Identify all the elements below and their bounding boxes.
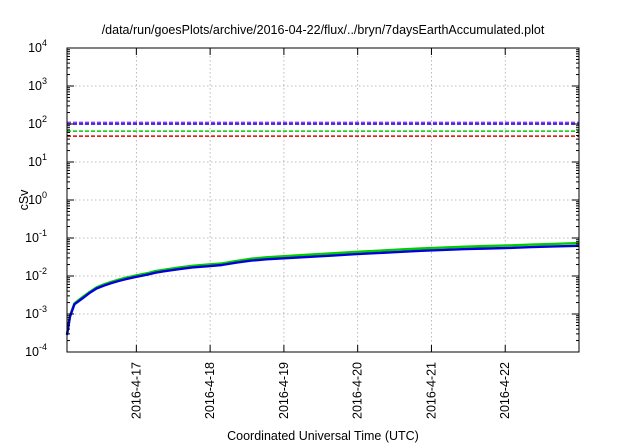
series-line	[65, 244, 580, 336]
chart-title: /data/run/goesPlots/archive/2016-04-22/f…	[102, 23, 545, 37]
y-axis-label: cSv	[17, 189, 31, 211]
x-tick-label: 2016-4-21	[424, 362, 438, 419]
grid	[67, 48, 579, 352]
series-layer	[65, 241, 580, 336]
y-tick-label: 10-2	[25, 266, 47, 283]
y-axis: 10-4 10-3 10-2 10-1 100 101 102 103 104	[25, 38, 47, 359]
x-axis-label: Coordinated Universal Time (UTC)	[227, 429, 419, 443]
y-tick-label: 104	[28, 38, 47, 55]
y-tick-label: 100	[28, 190, 47, 207]
x-axis: 2016-4-17 2016-4-18 2016-4-19 2016-4-20 2016…	[129, 362, 512, 419]
y-tick-label: 10-3	[25, 304, 47, 321]
x-tick-label: 2016-4-22	[498, 362, 512, 419]
x-tick-label: 2016-4-19	[277, 362, 291, 419]
tick-marks	[67, 47, 579, 353]
x-tick-label: 2016-4-17	[129, 362, 143, 419]
y-tick-label: 102	[28, 114, 47, 131]
y-tick-label: 103	[28, 76, 47, 93]
y-tick-label: 10-1	[25, 228, 47, 245]
y-tick-label: 101	[28, 152, 47, 169]
reference-lines	[67, 121, 579, 137]
x-tick-label: 2016-4-18	[203, 362, 217, 419]
y-tick-label: 10-4	[25, 342, 47, 359]
x-tick-label: 2016-4-20	[351, 362, 365, 419]
